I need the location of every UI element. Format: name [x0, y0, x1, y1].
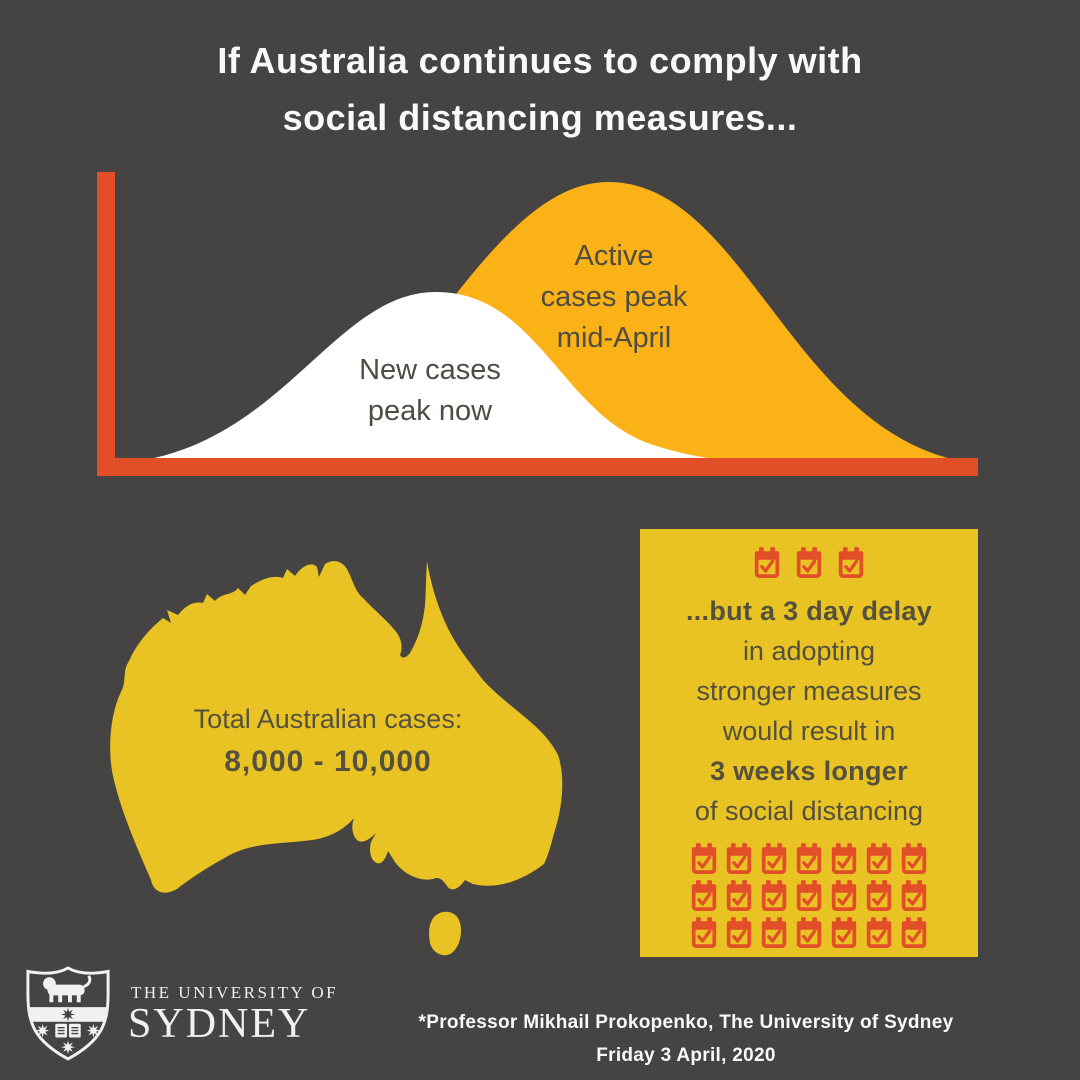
calendar-icon — [794, 880, 824, 912]
total-cases-value: 8,000 - 10,000 — [224, 745, 432, 778]
page-title: If Australia continues to comply with so… — [0, 32, 1080, 146]
delay-message: ...but a 3 day delay in adopting stronge… — [686, 591, 932, 831]
delay-info-panel: ...but a 3 day delay in adopting stronge… — [640, 529, 978, 957]
star-icon — [61, 1007, 75, 1022]
y-axis — [97, 172, 115, 476]
delay-line: in adopting — [742, 636, 876, 666]
calendar-icon — [836, 547, 866, 579]
australia-cases-label: Total Australian cases: 8,000 - 10,000 — [133, 702, 523, 782]
attribution-date: Friday 3 April, 2020 — [596, 1045, 776, 1066]
usyd-crest-icon — [26, 966, 110, 1061]
calendar-icon — [794, 917, 824, 949]
calendar-icon — [759, 880, 789, 912]
calendar-icon — [864, 880, 894, 912]
usyd-logo-line1: THE UNIVERSITY OF — [131, 983, 339, 1002]
calendar-icon — [724, 917, 754, 949]
australia-mainland — [110, 561, 563, 893]
calendar-icon — [689, 843, 719, 875]
delay-line: would result in — [722, 716, 896, 746]
calendar-icon — [864, 843, 894, 875]
delay-line: 3 weeks longer — [710, 756, 908, 786]
delay-line: stronger measures — [696, 676, 922, 706]
calendar-icon — [794, 843, 824, 875]
delay-line: ...but a 3 day delay — [685, 596, 933, 626]
calendar-icon — [829, 917, 859, 949]
total-cases-caption: Total Australian cases: — [193, 704, 463, 734]
calendar-icon — [899, 880, 929, 912]
calendar-icon — [724, 843, 754, 875]
delay-line: of social distancing — [694, 796, 924, 826]
usyd-logo-line2: SYDNEY — [128, 1001, 311, 1047]
attribution-author: *Professor Mikhail Prokopenko, The Unive… — [418, 1012, 954, 1033]
lion-icon — [43, 974, 92, 1003]
tasmania — [429, 911, 461, 956]
star-icon — [61, 1040, 75, 1055]
x-axis — [97, 458, 978, 476]
calendar-icon — [724, 880, 754, 912]
calendar-row-3-days — [752, 547, 866, 579]
page-title-line1: If Australia continues to comply with — [217, 40, 863, 81]
calendar-icon — [689, 917, 719, 949]
calendar-icon — [829, 843, 859, 875]
calendar-grid-3-weeks — [689, 843, 929, 949]
new-cases-label: New cases peak now — [359, 354, 501, 427]
calendar-icon — [829, 880, 859, 912]
calendar-icon — [759, 917, 789, 949]
shield-outline — [26, 966, 110, 1061]
calendar-icon — [689, 880, 719, 912]
calendar-icon — [794, 547, 824, 579]
calendar-icon — [759, 843, 789, 875]
attribution: *Professor Mikhail Prokopenko, The Unive… — [390, 1006, 982, 1072]
calendar-icon — [864, 917, 894, 949]
page-title-line2: social distancing measures... — [282, 97, 798, 138]
australia-map — [110, 561, 563, 956]
open-book-icon — [55, 1023, 81, 1038]
calendar-icon — [899, 917, 929, 949]
active-cases-label: Active cases peak mid-April — [540, 240, 688, 354]
calendar-icon — [752, 547, 782, 579]
calendar-icon — [899, 843, 929, 875]
